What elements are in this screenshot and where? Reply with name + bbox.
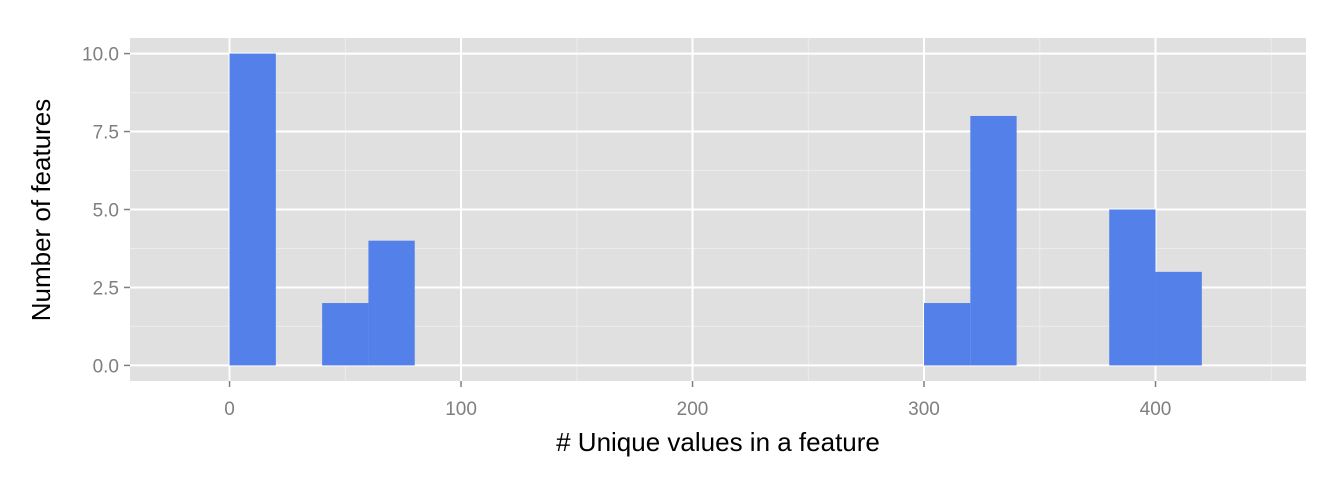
- y-tick-label-3: 7.5: [93, 123, 119, 144]
- y-tick-label-4: 10.0: [82, 45, 119, 66]
- y-tick-label-2: 5.0: [93, 201, 119, 222]
- x-tick-label-2: 200: [677, 399, 709, 420]
- y-axis-title: Number of features: [26, 99, 56, 322]
- histogram-bar-19: [1109, 209, 1156, 366]
- x-axis-ticks: 0 100 200 300 400: [224, 381, 1171, 420]
- x-tick-label-1: 100: [445, 399, 477, 420]
- x-axis-title: # Unique values in a feature: [556, 427, 880, 457]
- y-tick-label-0: 0.0: [93, 356, 119, 377]
- y-tick-label-1: 2.5: [93, 278, 119, 299]
- histogram-bar-15: [924, 303, 971, 366]
- x-tick-label-0: 0: [224, 399, 235, 420]
- histogram-bar-3: [368, 240, 415, 366]
- histogram-bars: [229, 53, 1202, 366]
- histogram-bar-0: [229, 53, 276, 366]
- x-tick-label-3: 300: [908, 399, 940, 420]
- histogram-bar-20: [1155, 271, 1202, 366]
- y-axis-ticks: 0.0 2.5 5.0 7.5 10.0: [82, 45, 130, 377]
- histogram-bar-16: [970, 115, 1017, 366]
- x-tick-label-4: 400: [1140, 399, 1172, 420]
- histogram-bar-2: [322, 303, 369, 366]
